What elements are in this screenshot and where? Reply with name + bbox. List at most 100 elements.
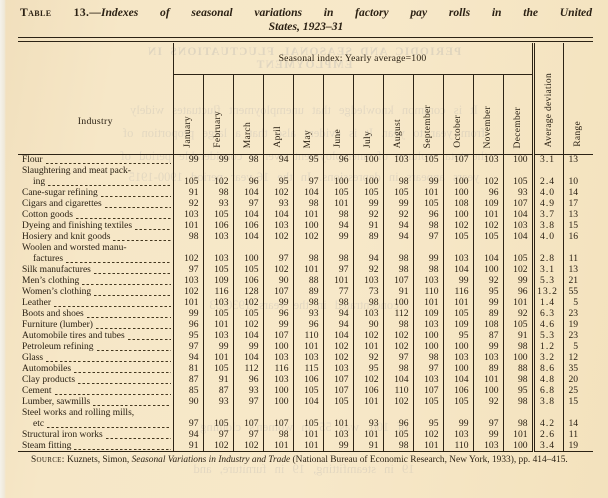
leader-dots [104,206,171,209]
index-value: 104 [472,242,503,265]
index-value: 107 [322,374,353,386]
index-value: 105 [412,396,443,408]
index-value: 95 [472,286,503,298]
index-value: 96 [232,374,263,386]
index-value: 103 [262,220,293,232]
index-value: 109 [472,198,503,210]
index-value: 100 [442,187,473,199]
index-value: 99 [172,308,203,320]
index-value: 109 [442,319,473,331]
industry-label: Hosiery and knit goods [18,232,173,243]
table-row: Petroleum refining 97 99 99 100 101 102 101 102 1… [18,341,594,353]
index-value: 103 [412,374,443,386]
index-value: 107 [382,275,413,287]
index-value: 89 [352,231,383,243]
index-value: 97 [202,429,233,441]
table-row: Leather 101 103 102 99 98 98 98 100 101 101 99 101 1.… [18,297,594,309]
table-row: Dyeing and finishing textiles 101 106 106 10… [18,220,594,232]
index-value: 101 [292,429,323,441]
index-value: 102 [352,374,383,386]
average-deviation-value: 13.2 [531,286,564,298]
index-value: 103 [442,429,473,441]
range-value: 25 [562,385,594,397]
industry-label: Woolen and worsted manu-factures [18,243,173,265]
index-value: 104 [292,187,323,199]
index-value: 98 [262,429,293,441]
index-value: 103 [442,242,473,265]
index-value: 98 [382,242,413,265]
index-value: 116 [442,286,473,298]
index-value: 93 [292,308,323,320]
index-value: 107 [232,407,263,430]
index-value: 102 [382,341,413,353]
source-label: Source: [31,455,65,465]
table-row: Glass 94 101 104 103 103 102 92 97 98 103 103 100 3.2… [18,352,594,364]
index-value: 103 [472,352,503,364]
index-value: 103 [262,374,293,386]
table-row: Boots and shoes 99 105 105 96 93 94 103 112 109 10… [18,308,594,320]
index-value: 101 [322,275,353,287]
index-value: 96 [472,187,503,199]
month-header-row: January February March April May June July Augu… [18,74,593,155]
table-row: Flour 99 99 98 94 95 96 100 103 105 107 103 100 3.1 13 [18,154,594,166]
index-value: 94 [172,429,203,441]
index-value: 97 [172,264,203,276]
average-deviation-value: 6.8 [531,385,564,397]
index-value: 104 [232,352,263,364]
index-value: 92 [382,209,413,221]
index-value: 101 [412,297,443,309]
index-value: 91 [352,220,383,232]
index-value: 101 [412,440,443,452]
index-value: 104 [322,330,353,342]
index-value: 99 [322,231,353,243]
range-value: 23 [562,308,594,320]
index-value: 105 [232,308,263,320]
index-value: 98 [382,363,413,375]
index-value: 91 [352,440,383,452]
month-header-january: January [172,74,203,155]
range-value: 16 [562,231,594,243]
table-row: Structural iron works 94 97 97 98 101 103 101 10… [18,429,594,441]
leader-dots [78,382,171,385]
index-value: 99 [202,341,233,353]
index-value: 92 [502,308,534,320]
industry-label: Cane-sugar refining [18,188,173,199]
seasonal-index-table: Industry Seasonal index: Yearly average=… [18,43,594,453]
leader-dots [48,184,171,187]
average-deviation-value: 1.2 [531,341,564,353]
table-title: Table 13.—Indexes of seasonal variations… [20,6,592,34]
table-row: Women’s clothing 102 116 128 107 89 77 73 91 110 1… [18,286,594,298]
index-value: 104 [232,231,263,243]
index-value: 101 [472,209,503,221]
index-value: 116 [262,363,293,375]
leader-dots [95,327,171,330]
index-value: 96 [262,308,293,320]
index-value: 96 [382,407,413,430]
table-row: Steel works and rolling mills, etc 97 105 10… [18,407,594,430]
index-value: 98 [382,440,413,452]
index-value: 115 [292,363,323,375]
index-value: 98 [382,264,413,276]
index-value: 110 [382,385,413,397]
index-value: 107 [412,385,443,397]
source-authors: Kuznets, Simon, [64,455,132,465]
index-value: 102 [472,220,503,232]
index-value: 105 [442,231,473,243]
index-value: 95 [172,330,203,342]
average-deviation-value: 6.3 [531,308,564,320]
index-value: 92 [352,209,383,221]
index-value: 104 [382,374,413,386]
index-value: 100 [502,352,534,364]
index-value: 105 [442,308,473,320]
index-value: 108 [442,198,473,210]
index-value: 105 [502,319,534,331]
index-value: 101 [322,198,353,210]
index-value: 100 [232,242,263,265]
source-publisher: (National Bureau of Economic Research, N… [290,455,568,465]
index-value: 103 [292,352,323,364]
index-value: 96 [322,154,353,166]
index-value: 103 [202,242,233,265]
range-value: 12 [562,352,594,364]
index-value: 97 [262,242,293,265]
